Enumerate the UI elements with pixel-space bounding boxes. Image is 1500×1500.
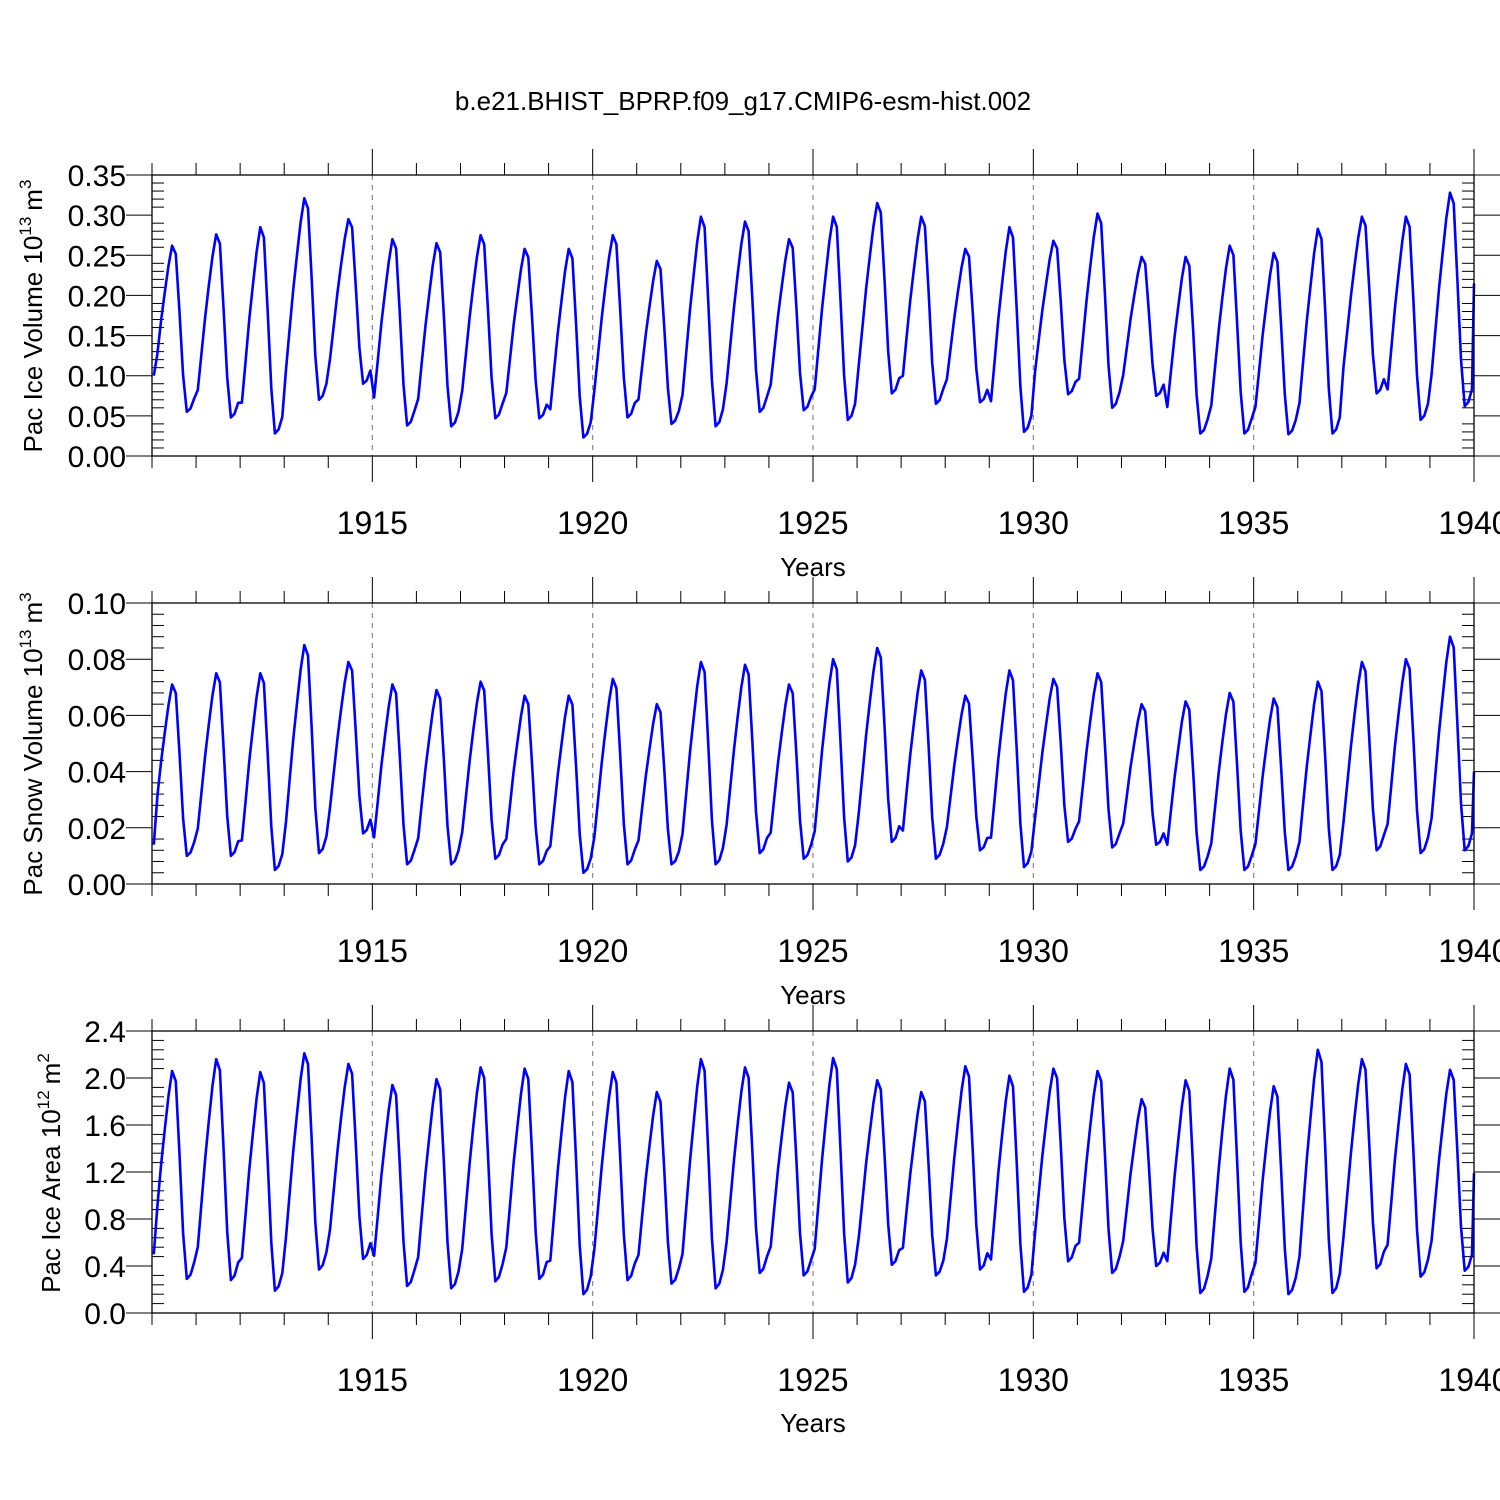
plot-frame [151, 1030, 1475, 1314]
y-tick-label: 0.04 [68, 757, 126, 790]
x-tick-label: 1935 [1218, 1362, 1289, 1398]
series-line [152, 191, 1476, 439]
x-tick-label: 1915 [337, 505, 408, 541]
chart-title: b.e21.BHIST_BPRP.f09_g17.CMIP6-esm-hist.… [455, 86, 1031, 116]
x-tick-label: 1940 [1438, 1362, 1500, 1398]
x-tick-label: 1930 [998, 505, 1069, 541]
x-tick-label: 1930 [998, 933, 1069, 969]
series-line [152, 635, 1476, 875]
y-axis-label-unit-exponent: 2 [34, 1053, 53, 1062]
y-tick-label: 0.00 [68, 441, 126, 474]
y-tick-label: 0.08 [68, 644, 126, 677]
plot-frame [151, 174, 1475, 457]
panel-ice-volume: 0.00 0.05 0.10 0.15 0.20 0.25 0.30 0.35 1915 1920… [16, 149, 1500, 582]
y-axis-label-exponent: 12 [34, 1090, 53, 1109]
y-tick-label: 0.30 [68, 200, 126, 233]
y-tick-label: 1.2 [84, 1157, 126, 1190]
x-tick-label: 1925 [777, 1362, 848, 1398]
y-tick-label: 2.4 [84, 1016, 126, 1049]
y-tick-label: 0.0 [84, 1298, 126, 1331]
y-axis-label-unit-exponent: 3 [16, 592, 35, 601]
y-axis-label-exponent: 13 [16, 630, 35, 649]
y-axis-label-unit-exponent: 3 [16, 180, 35, 189]
y-tick-label: 0.4 [84, 1251, 126, 1284]
y-axis-label-exponent: 13 [16, 217, 35, 236]
y-tick-label: 0.10 [68, 361, 126, 394]
y-tick-label: 0.8 [84, 1204, 126, 1237]
x-tick-label: 1925 [777, 505, 848, 541]
y-tick-label: 2.0 [84, 1063, 126, 1096]
y-tick-label: 0.25 [68, 240, 126, 273]
series-line [152, 1048, 1476, 1296]
y-axis-label-unit: m [36, 1063, 66, 1085]
y-tick-label: 0.20 [68, 280, 126, 313]
y-axis-label: Pac Ice Area 1012 m2 [34, 1053, 66, 1293]
panel-snow-volume: 0.00 0.02 0.04 0.06 0.08 0.10 1915 1920 1925 1930… [16, 577, 1500, 1010]
y-tick-label: 0.05 [68, 401, 126, 434]
y-axis-label-unit: m [18, 602, 48, 624]
plot-frame [151, 602, 1475, 885]
x-tick-label: 1915 [337, 1362, 408, 1398]
x-tick-label: 1935 [1218, 933, 1289, 969]
panel-ice-area: 0.0 0.4 0.8 1.2 1.6 2.0 2.4 1915 1920 1925 1930 193… [34, 1005, 1500, 1438]
y-tick-label: 0.35 [68, 160, 126, 193]
x-tick-label: 1920 [557, 1362, 628, 1398]
x-tick-label: 1930 [998, 1362, 1069, 1398]
x-tick-label: 1940 [1438, 933, 1500, 969]
x-tick-label: 1920 [557, 933, 628, 969]
x-axis-label: Years [780, 1408, 846, 1438]
y-tick-label: 0.00 [68, 869, 126, 902]
y-tick-label: 0.15 [68, 321, 126, 354]
x-tick-label: 1940 [1438, 505, 1500, 541]
y-tick-label: 0.06 [68, 700, 126, 733]
y-axis-label-unit: m [18, 189, 48, 211]
y-axis-label-text: Pac Ice Area 10 [36, 1109, 66, 1293]
x-tick-label: 1920 [557, 505, 628, 541]
y-axis-label-text: Pac Ice Volume 10 [18, 236, 48, 453]
y-tick-label: 0.10 [68, 588, 126, 621]
y-tick-label: 1.6 [84, 1110, 126, 1143]
x-tick-label: 1925 [777, 933, 848, 969]
x-tick-label: 1935 [1218, 505, 1289, 541]
y-tick-label: 0.02 [68, 813, 126, 846]
y-axis-label: Pac Snow Volume 1013 m3 [16, 592, 48, 895]
x-tick-label: 1915 [337, 933, 408, 969]
y-axis-label: Pac Ice Volume 1013 m3 [16, 180, 48, 453]
y-axis-label-text: Pac Snow Volume 10 [18, 648, 48, 895]
